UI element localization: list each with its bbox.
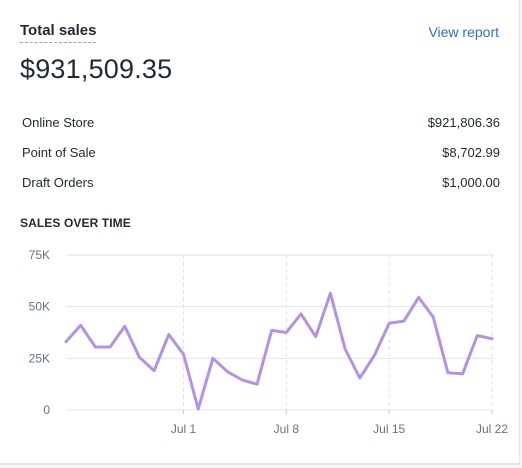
view-report-link[interactable]: View report xyxy=(428,24,499,40)
x-tick-label: Jul 1 xyxy=(171,422,197,436)
data-point[interactable] xyxy=(401,318,407,324)
data-point[interactable] xyxy=(254,381,260,387)
data-point[interactable] xyxy=(489,336,495,342)
data-point[interactable] xyxy=(416,294,422,300)
data-point[interactable] xyxy=(445,370,451,376)
data-point[interactable] xyxy=(474,333,480,339)
data-point[interactable] xyxy=(327,290,333,296)
data-point[interactable] xyxy=(166,332,172,338)
data-point[interactable] xyxy=(357,375,363,381)
data-point[interactable] xyxy=(430,314,436,320)
data-point[interactable] xyxy=(181,351,187,357)
data-point[interactable] xyxy=(371,352,377,358)
data-point[interactable] xyxy=(92,344,98,350)
data-point[interactable] xyxy=(195,406,201,412)
y-tick-label: 50K xyxy=(29,300,50,314)
data-point[interactable] xyxy=(78,322,84,328)
data-point[interactable] xyxy=(269,327,275,333)
sales-over-time-chart: 75K 50K 25K 0 Jul 1 Jul 8 Jul 15 Jul 22 xyxy=(29,248,509,436)
x-tick-label: Jul 8 xyxy=(274,422,300,436)
sales-series-line[interactable] xyxy=(64,291,494,411)
card-title[interactable]: Total sales xyxy=(20,22,97,43)
data-point[interactable] xyxy=(107,344,113,350)
data-point[interactable] xyxy=(283,330,289,336)
data-point[interactable] xyxy=(460,371,466,377)
breakdown-row-point-of-sale: Point of Sale $8,702.99 xyxy=(22,142,500,172)
breakdown-label: Online Store xyxy=(22,115,95,130)
y-tick-label: 75K xyxy=(29,248,50,262)
data-point[interactable] xyxy=(298,311,304,317)
data-point[interactable] xyxy=(386,320,392,326)
data-point[interactable] xyxy=(225,369,231,375)
data-point[interactable] xyxy=(210,355,216,361)
data-point[interactable] xyxy=(239,377,245,383)
breakdown-value: $921,806.36 xyxy=(427,115,500,130)
x-tick-label: Jul 15 xyxy=(373,422,405,436)
breakdown-value: $1,000.00 xyxy=(442,175,500,190)
x-tick-label: Jul 22 xyxy=(476,422,508,436)
data-point[interactable] xyxy=(342,346,348,352)
chart-title: SALES OVER TIME xyxy=(20,216,131,230)
breakdown-label: Draft Orders xyxy=(22,175,94,190)
breakdown-row-draft-orders: Draft Orders $1,000.00 xyxy=(22,172,500,202)
breakdown-label: Point of Sale xyxy=(22,145,96,160)
sales-breakdown: Online Store $921,806.36 Point of Sale $… xyxy=(22,112,500,202)
breakdown-value: $8,702.99 xyxy=(442,145,500,160)
total-sales-value: $931,509.35 xyxy=(20,54,173,84)
data-point[interactable] xyxy=(63,339,69,345)
y-tick-label: 25K xyxy=(29,351,50,365)
y-tick-label: 0 xyxy=(43,403,50,417)
data-point[interactable] xyxy=(122,323,128,329)
data-point[interactable] xyxy=(151,368,157,374)
breakdown-row-online-store: Online Store $921,806.36 xyxy=(22,112,500,142)
data-point[interactable] xyxy=(313,334,319,340)
data-point[interactable] xyxy=(136,354,142,360)
